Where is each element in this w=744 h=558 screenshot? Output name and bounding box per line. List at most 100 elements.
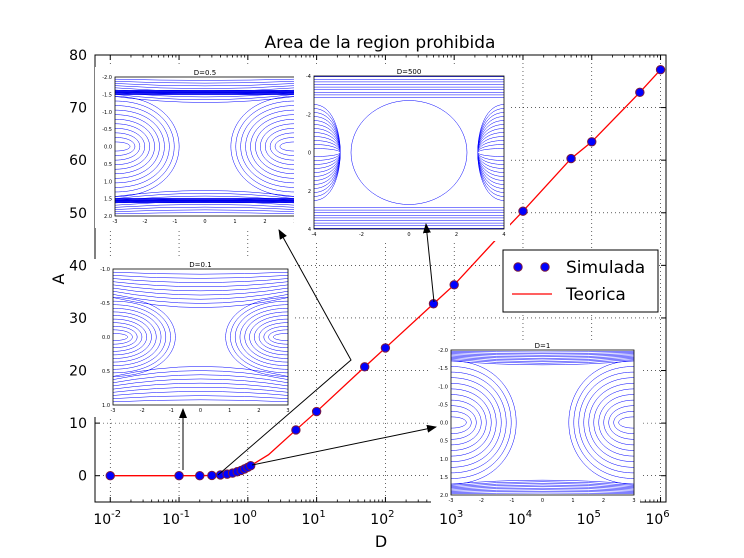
- contour-line: [113, 315, 152, 359]
- contour-line: [451, 416, 467, 429]
- inset-y-tick-label: -1.5: [438, 366, 448, 372]
- data-point-simulada: [311, 406, 322, 417]
- contour-line: [263, 325, 288, 349]
- inset-y-tick-label: 0.5: [440, 439, 448, 445]
- inset-panel: D=0.5 -2.0 -1.5 -1.0 -0.5 0.0 0.5 1.0 1.5 2.0-3 -2…: [95, 67, 301, 228]
- inset-x-tick-label: -4: [312, 232, 317, 238]
- contour-line: [451, 486, 634, 490]
- x-tick-exponent: 3: [457, 509, 463, 520]
- contour-line: [115, 204, 295, 208]
- x-tick-exponent: 5: [594, 509, 600, 520]
- contour-line: [588, 383, 634, 462]
- contour-line: [113, 318, 147, 356]
- x-tick-exponent: 2: [388, 509, 394, 520]
- inset-contours: [451, 350, 634, 495]
- x-tick-label: 105: [577, 509, 601, 528]
- contour-line: [113, 271, 288, 275]
- data-point-simulada: [207, 470, 217, 481]
- inset-panel: D=1 -2.0 -1.5 -1.0 -0.5 0.0 0.5 1.0 1.5 2.0-3 -2 -1…: [431, 340, 640, 507]
- contour-line: [113, 297, 176, 377]
- contour-line: [269, 132, 295, 161]
- contour-line: [451, 352, 634, 354]
- legend-marker-simulada: [513, 262, 523, 272]
- contour-line: [451, 481, 634, 486]
- y-tick-label: 20: [69, 364, 87, 380]
- x-tick-base: 10: [645, 512, 663, 528]
- contour-line: [451, 492, 634, 495]
- inset-y-tick-label: 0.0: [440, 421, 448, 427]
- contour-line: [115, 212, 295, 215]
- contour-line: [115, 94, 295, 100]
- contour-line: [113, 387, 288, 393]
- contour-line: [113, 281, 288, 287]
- x-tick-exponent: 6: [663, 509, 669, 520]
- x-tick-base: 10: [370, 512, 388, 528]
- inset-x-tick-label: -2: [479, 498, 484, 504]
- x-tick-label: 100: [233, 509, 257, 528]
- data-point-simulada: [359, 362, 370, 372]
- inset-x-tick-label: -2: [140, 408, 145, 414]
- inset-title: D=0.5: [194, 69, 216, 77]
- inset-x-tick-label: 0: [541, 498, 544, 504]
- contour-line: [113, 370, 288, 380]
- inset-x-tick-label: 1: [571, 498, 574, 504]
- y-tick-label: 30: [69, 311, 87, 327]
- annotation-arrow-d1: [251, 424, 437, 466]
- data-point-simulada: [587, 137, 597, 147]
- inset-x-tick-label: 0: [199, 408, 202, 414]
- contour-line: [451, 357, 634, 361]
- inset-x-tick-label: -1: [510, 498, 515, 504]
- inset-y-tick-label: -2.0: [102, 75, 112, 81]
- contour-line: [115, 83, 295, 87]
- x-tick-label: 102: [370, 509, 394, 528]
- contour-line: [113, 366, 288, 377]
- x-tick-base: 10: [302, 512, 320, 528]
- contour-line: [115, 132, 141, 161]
- x-tick-base: 10: [508, 512, 526, 528]
- y-tick-label: 40: [69, 258, 87, 274]
- contour-line: [115, 78, 295, 81]
- inset-background: [294, 66, 510, 241]
- inset-title: D=1: [535, 342, 551, 350]
- contour-line: [245, 109, 295, 184]
- contour-line: [451, 399, 482, 446]
- data-point-simulada: [635, 87, 645, 98]
- x-tick-exponent: 4: [526, 509, 532, 520]
- contour-line: [451, 479, 634, 485]
- contour-line: [240, 105, 295, 188]
- y-tick-label: 50: [69, 206, 87, 222]
- contour-line: [451, 358, 634, 362]
- inset-frame: [112, 268, 289, 406]
- inset-x-tick-label: 2: [257, 408, 260, 414]
- contour-line: [451, 355, 634, 359]
- contour-line: [113, 304, 166, 370]
- x-tick-base: 10: [233, 512, 251, 528]
- insets-layer: D=0.5-2.0-1.5-1.0-0.50.00.51.01.52.0-3 -2…: [93, 66, 640, 507]
- inset-title: D=500: [397, 68, 422, 76]
- inset-frame: [313, 75, 505, 230]
- contour-line: [113, 275, 288, 279]
- inset-y-tick-label: 1.0: [102, 403, 110, 409]
- inset-y-tick-label: 2.0: [440, 493, 448, 499]
- inset-x-tick-label: -3: [113, 219, 118, 225]
- contour-line: [451, 487, 634, 491]
- contour-line: [573, 366, 634, 479]
- inset-y-tick-label: 4: [308, 227, 311, 233]
- data-point-simulada: [174, 471, 184, 481]
- contour-line: [115, 209, 295, 212]
- contour-line: [113, 391, 288, 396]
- contour-line: [235, 304, 288, 370]
- inset-x-tick-label: 2: [263, 219, 266, 225]
- contour-line: [578, 371, 634, 474]
- legend-marker-simulada: [540, 262, 550, 272]
- legend-label-teorica: Teorica: [565, 285, 626, 305]
- x-tick-label: 101: [302, 509, 326, 528]
- contour-line: [115, 137, 135, 156]
- contour-line: [115, 105, 170, 188]
- inset-y-tick-label: 0.0: [102, 335, 110, 341]
- x-axis-label: D: [375, 532, 387, 551]
- contour-line: [451, 366, 512, 479]
- y-axis-label: A: [49, 273, 68, 284]
- x-tick-label: 10-2: [93, 509, 121, 528]
- contour-line: [275, 137, 295, 156]
